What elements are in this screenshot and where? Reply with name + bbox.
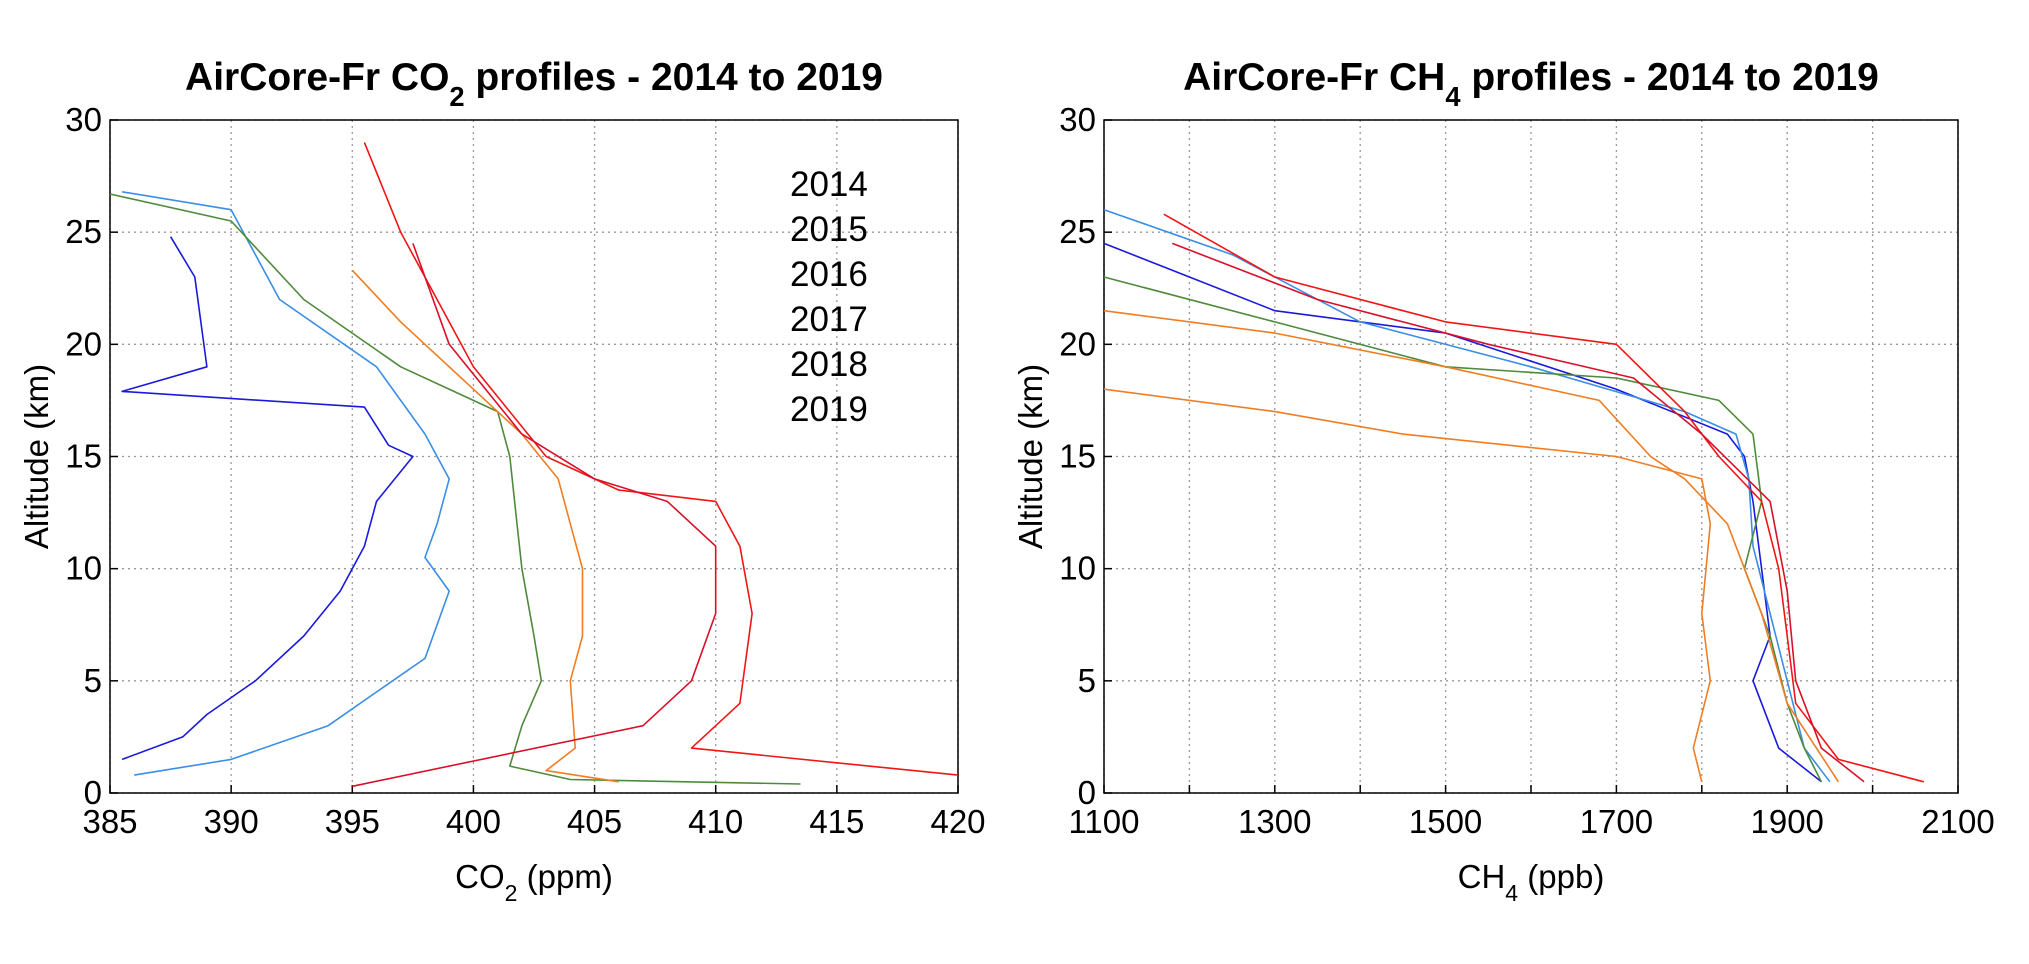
profile-line bbox=[121, 191, 450, 776]
profile-line bbox=[121, 236, 414, 761]
chart-title-part: AirCore-Fr CH bbox=[1183, 56, 1445, 99]
chart-title: AirCore-Fr CO2 profiles - 2014 to 2019 bbox=[185, 56, 883, 112]
profile-line bbox=[352, 243, 717, 788]
y-tick-label: 15 bbox=[1059, 438, 1096, 475]
x-tick-label: 415 bbox=[809, 803, 864, 840]
x-axis-label: CH4 (ppb) bbox=[1458, 858, 1605, 906]
x-tick-label: 1900 bbox=[1750, 803, 1823, 840]
x-tick-label: 400 bbox=[446, 803, 501, 840]
x-tick-label: 2100 bbox=[1921, 803, 1994, 840]
chart-title-part: 2 bbox=[449, 81, 464, 112]
profile-line bbox=[1172, 242, 1865, 783]
y-tick-label: 25 bbox=[1059, 213, 1096, 250]
y-tick-label: 25 bbox=[65, 213, 102, 250]
legend-entry: 2019 bbox=[790, 390, 868, 429]
profile-line bbox=[1103, 208, 1831, 783]
x-axis-label-part: 4 bbox=[1505, 880, 1518, 906]
y-tick-label: 0 bbox=[1078, 774, 1096, 811]
plot-frame bbox=[1103, 119, 1959, 794]
chart-title-part: AirCore-Fr CO bbox=[185, 56, 449, 99]
x-tick-label: 420 bbox=[930, 803, 985, 840]
y-tick-label: 5 bbox=[84, 662, 102, 699]
y-tick-label: 10 bbox=[1059, 550, 1096, 587]
y-axis-label: Altitude (km) bbox=[18, 364, 55, 549]
x-tick-label: 1500 bbox=[1409, 803, 1482, 840]
profile-line bbox=[351, 269, 619, 783]
profile-line bbox=[1103, 276, 1823, 783]
x-tick-label: 1300 bbox=[1238, 803, 1311, 840]
x-axis-label-part: 2 bbox=[505, 880, 518, 906]
y-tick-label: 20 bbox=[1059, 325, 1096, 362]
legend-entry: 2014 bbox=[790, 165, 868, 204]
x-axis-label-part: (ppb) bbox=[1518, 858, 1604, 895]
legend-entry: 2018 bbox=[790, 345, 868, 384]
x-axis-label: CO2 (ppm) bbox=[455, 858, 613, 906]
profile-line bbox=[1103, 309, 1840, 783]
legend-entry: 2016 bbox=[790, 255, 868, 294]
y-tick-label: 30 bbox=[65, 101, 102, 138]
chart-title-part: profiles - 2014 to 2019 bbox=[465, 56, 883, 99]
x-axis-label-part: (ppm) bbox=[518, 858, 613, 895]
profile-line bbox=[363, 142, 959, 776]
y-axis-label: Altitude (km) bbox=[1012, 364, 1049, 549]
y-tick-label: 0 bbox=[84, 774, 102, 811]
x-tick-label: 405 bbox=[567, 803, 622, 840]
y-tick-label: 5 bbox=[1078, 662, 1096, 699]
profile-line bbox=[109, 193, 801, 785]
y-tick-label: 15 bbox=[65, 438, 102, 475]
legend-entry: 2015 bbox=[790, 210, 868, 249]
profile-line bbox=[1163, 213, 1925, 783]
y-tick-label: 10 bbox=[65, 550, 102, 587]
y-tick-label: 30 bbox=[1059, 101, 1096, 138]
x-tick-label: 385 bbox=[82, 803, 137, 840]
x-axis-label-part: CO bbox=[455, 858, 505, 895]
legend-entry: 2017 bbox=[790, 300, 868, 339]
chart-title: AirCore-Fr CH4 profiles - 2014 to 2019 bbox=[1183, 56, 1879, 112]
x-tick-label: 395 bbox=[325, 803, 380, 840]
plot-frame bbox=[109, 119, 959, 794]
x-axis-label-part: CH bbox=[1458, 858, 1506, 895]
x-tick-label: 1700 bbox=[1580, 803, 1653, 840]
x-tick-label: 1100 bbox=[1069, 803, 1140, 840]
profile-line bbox=[1103, 242, 1822, 783]
y-tick-label: 20 bbox=[65, 325, 102, 362]
x-tick-label: 410 bbox=[688, 803, 743, 840]
x-tick-label: 390 bbox=[204, 803, 259, 840]
chart-title-part: 4 bbox=[1445, 81, 1461, 112]
chart-title-part: profiles - 2014 to 2019 bbox=[1461, 56, 1879, 99]
profile-line bbox=[1103, 388, 1712, 782]
